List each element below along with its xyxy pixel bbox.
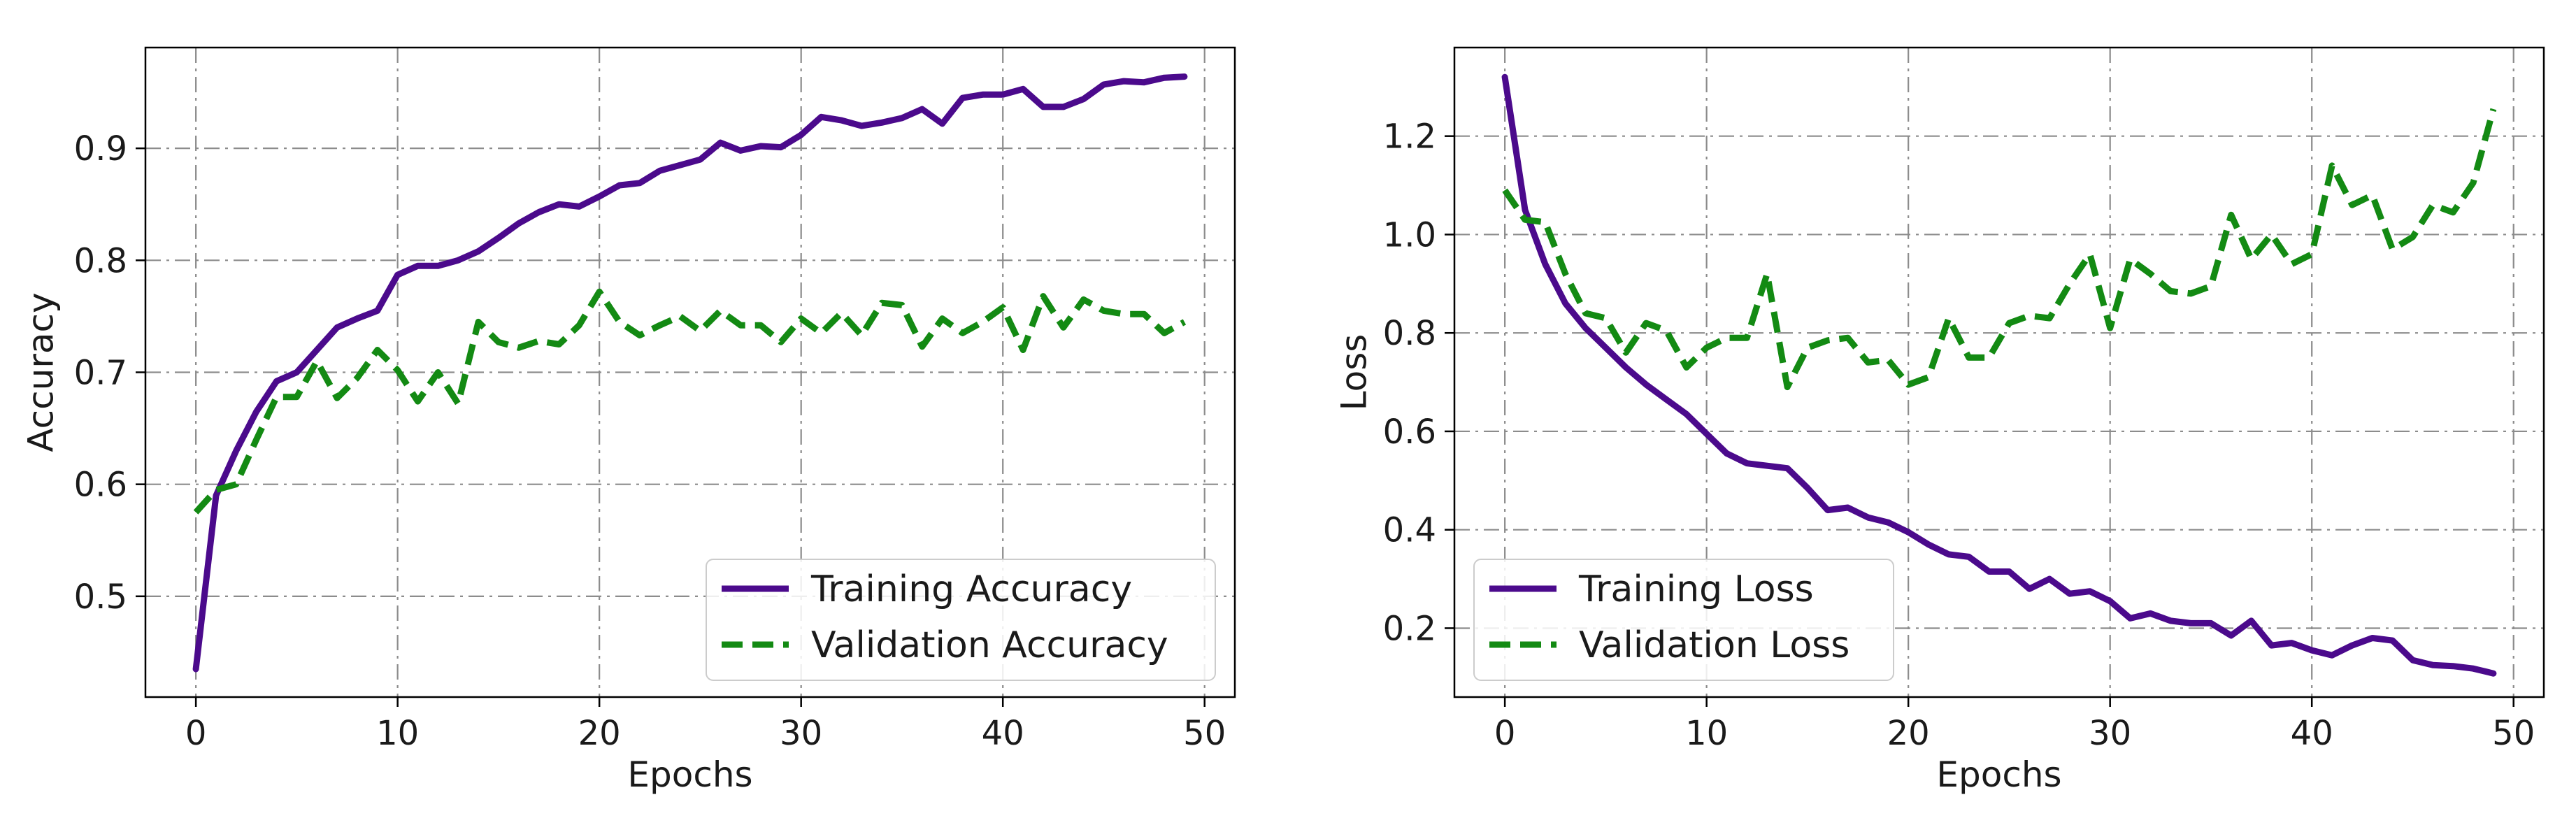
accuracy-chart: 0 10 20 30 40 50 0.5 0.6 0.7 0.8 0.9 Epochs Accura… (21, 46, 1236, 795)
x-tick-label: 30 (780, 714, 822, 753)
x-tick-label: 20 (1887, 714, 1930, 753)
y-tick-label: 0.6 (1383, 413, 1436, 452)
loss-chart: 0 10 20 30 40 50 0.2 0.4 0.6 0.8 1.0 1.2 Epochs Los… (1334, 46, 2545, 795)
y-tick-label: 1.0 (1383, 215, 1436, 254)
x-tick-label: 0 (185, 714, 207, 753)
accuracy-legend: Training Accuracy Validation Accuracy (706, 559, 1216, 681)
y-tick-label: 0.8 (1383, 314, 1436, 353)
series-line-training-accuracy (192, 73, 1188, 673)
y-tick-label: 0.8 (74, 241, 127, 280)
x-tick-label: 50 (1183, 714, 1226, 753)
x-tick-label: 30 (2089, 714, 2131, 753)
loss-x-axis-label: Epochs (1936, 754, 2061, 795)
x-tick-label: 10 (1685, 714, 1728, 753)
series-line-validation-accuracy (193, 288, 1187, 515)
legend-label-training-loss: Training Loss (1578, 568, 1814, 610)
x-tick-label: 50 (2492, 714, 2535, 753)
y-tick-label: 0.7 (74, 354, 127, 393)
loss-series (1501, 73, 2497, 677)
y-tick-label: 0.9 (74, 129, 127, 168)
loss-legend: Training Loss Validation Loss (1473, 559, 1894, 681)
loss-plot-frame (1453, 46, 2545, 698)
series-line-validation-loss (1502, 108, 2497, 391)
x-tick-label: 40 (982, 714, 1024, 753)
legend-label-training-accuracy: Training Accuracy (810, 568, 1132, 610)
x-tick-label: 40 (2291, 714, 2333, 753)
y-tick-label: 0.5 (74, 578, 127, 617)
series-line-training-loss (1501, 73, 2497, 677)
y-tick-label: 1.2 (1383, 117, 1436, 157)
x-tick-label: 0 (1494, 714, 1516, 753)
y-tick-label: 0.6 (74, 466, 127, 505)
accuracy-ticks: 0 10 20 30 40 50 0.5 0.6 0.7 0.8 0.9 (74, 129, 1226, 753)
accuracy-series (192, 73, 1188, 673)
accuracy-y-axis-label: Accuracy (21, 292, 62, 452)
y-tick-label: 0.4 (1383, 511, 1436, 550)
legend-label-validation-loss: Validation Loss (1579, 624, 1849, 666)
y-tick-label: 0.2 (1383, 609, 1436, 648)
legend-label-validation-accuracy: Validation Accuracy (811, 624, 1168, 666)
loss-y-axis-label: Loss (1334, 334, 1375, 411)
loss-legend-box (1473, 559, 1894, 681)
accuracy-legend-box (706, 559, 1216, 681)
x-tick-label: 20 (578, 714, 621, 753)
accuracy-x-axis-label: Epochs (627, 754, 752, 795)
loss-grid (1454, 48, 2544, 697)
loss-ticks: 0 10 20 30 40 50 0.2 0.4 0.6 0.8 1.0 1.2 (1383, 117, 2535, 753)
x-tick-label: 10 (376, 714, 419, 753)
